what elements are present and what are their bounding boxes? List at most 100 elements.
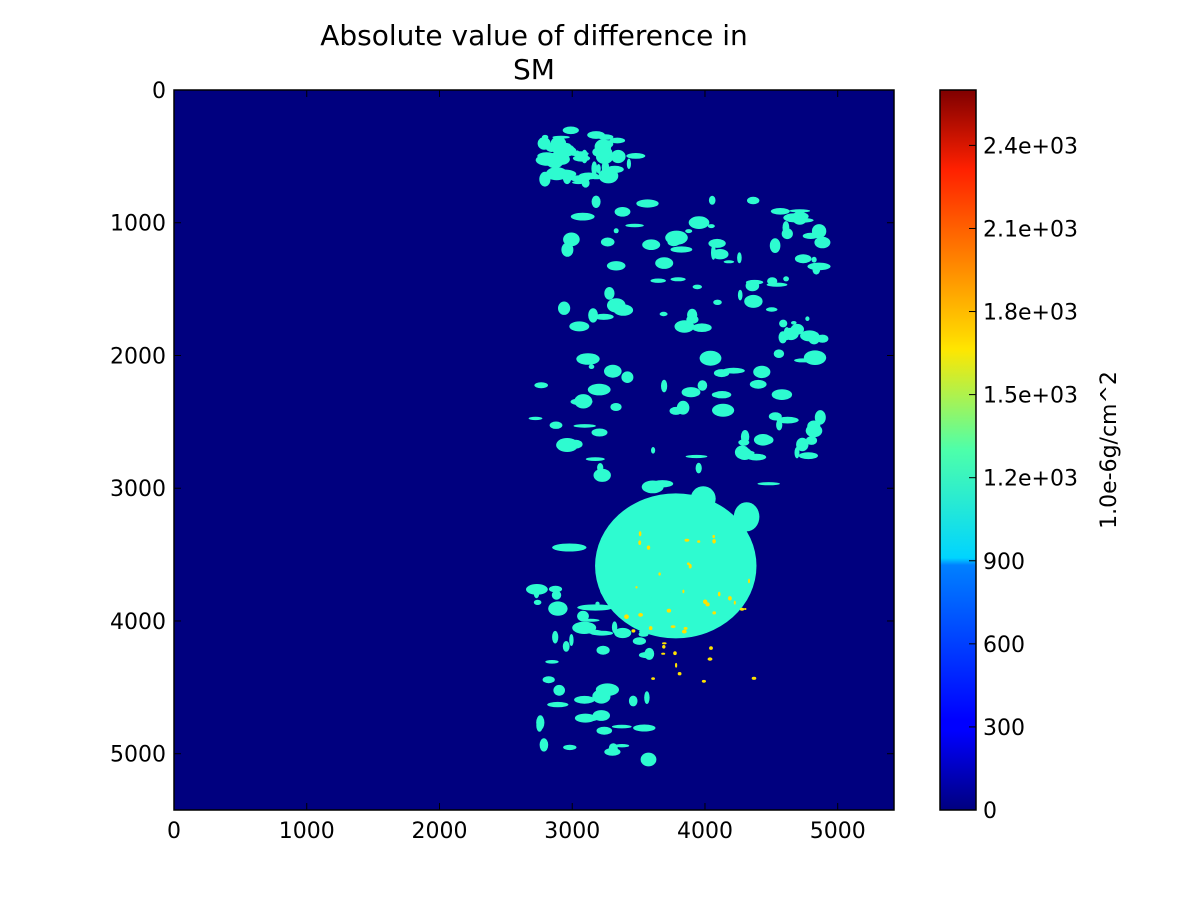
region-blob xyxy=(534,382,548,389)
region-blob xyxy=(562,126,579,135)
region-blob xyxy=(592,710,610,721)
region-blob xyxy=(577,604,614,611)
region-blob xyxy=(547,701,569,708)
region-blob xyxy=(771,389,793,400)
region-blob xyxy=(539,738,549,752)
region-blob xyxy=(661,379,668,393)
region-blob xyxy=(733,502,760,532)
region-blob xyxy=(711,245,716,260)
region-blob xyxy=(708,238,726,248)
region-blob xyxy=(548,585,563,593)
region-blob xyxy=(642,239,661,250)
region-blob xyxy=(770,208,790,215)
region-blob xyxy=(712,611,716,615)
region-blob xyxy=(805,424,823,438)
region-blob xyxy=(638,540,642,545)
region-blob xyxy=(567,147,577,155)
colorbar-label: 1.0e-6g/cm^2 xyxy=(1097,371,1122,529)
region-blob xyxy=(614,627,632,639)
region-blob xyxy=(674,320,695,333)
region-blob xyxy=(703,599,708,605)
region-blob xyxy=(776,416,799,424)
region-blob xyxy=(640,752,657,767)
x-tick-label: 3000 xyxy=(544,819,600,844)
region-north-band xyxy=(535,126,646,188)
region-blob xyxy=(578,718,597,722)
y-tick-label: 1000 xyxy=(110,212,166,237)
y-tick-label: 2000 xyxy=(110,344,166,369)
region-blob xyxy=(748,578,750,584)
region-blob xyxy=(681,387,701,398)
y-tick-label: 3000 xyxy=(110,477,166,502)
region-blob xyxy=(600,237,615,247)
region-blob xyxy=(578,172,599,180)
y-tick-label: 0 xyxy=(152,79,166,104)
region-blob xyxy=(685,229,693,234)
region-blob xyxy=(551,590,562,600)
colorbar-tick-label: 2.4e+03 xyxy=(983,134,1078,159)
region-blob xyxy=(621,371,634,384)
region-blob xyxy=(548,601,568,616)
region-blob xyxy=(593,468,611,482)
chart-title-line-1: Absolute value of difference in xyxy=(320,19,748,52)
region-blob xyxy=(563,744,577,751)
region-blob xyxy=(596,645,610,655)
region-blob xyxy=(655,257,674,269)
region-blob xyxy=(526,584,548,595)
region-blob xyxy=(552,630,559,644)
region-hot-spots xyxy=(624,531,757,683)
x-tick-label: 1000 xyxy=(279,819,335,844)
region-blob xyxy=(636,199,659,208)
x-tick-label: 4000 xyxy=(677,819,733,844)
region-southern-continent xyxy=(552,486,760,652)
x-tick-label: 2000 xyxy=(411,819,467,844)
region-blob xyxy=(599,148,611,161)
region-blob xyxy=(744,294,763,308)
region-blob xyxy=(661,652,666,655)
region-southern-patches xyxy=(526,584,657,767)
region-blob xyxy=(625,223,644,228)
region-blob xyxy=(637,593,653,605)
colorbar-tick-label: 900 xyxy=(983,550,1025,575)
region-blob xyxy=(574,394,593,409)
region-blob xyxy=(728,596,732,601)
region-blob xyxy=(587,383,611,396)
region-blob xyxy=(796,437,809,452)
region-blob xyxy=(604,364,622,378)
region-blob xyxy=(798,452,819,460)
region-blob xyxy=(644,647,655,660)
region-blob xyxy=(632,637,647,645)
region-blob xyxy=(790,217,814,223)
region-east-limb-arc xyxy=(765,208,831,460)
region-blob xyxy=(553,684,565,696)
region-blob xyxy=(695,462,702,474)
region-blob xyxy=(769,238,781,254)
region-blob xyxy=(670,277,686,282)
region-blob xyxy=(545,660,559,664)
region-blob xyxy=(638,631,649,637)
region-equatorial-band xyxy=(528,350,780,494)
region-blob xyxy=(776,419,783,431)
region-blob xyxy=(712,534,715,539)
region-blob xyxy=(542,676,555,684)
region-blob xyxy=(683,627,688,630)
region-blob xyxy=(611,724,632,729)
region-blob xyxy=(556,438,579,452)
region-blob xyxy=(676,400,690,415)
region-blob xyxy=(688,563,692,569)
region-blob xyxy=(712,539,716,544)
region-blob xyxy=(597,463,604,473)
colorbar-tick-label: 1.2e+03 xyxy=(983,467,1078,492)
region-blob xyxy=(590,630,614,636)
region-blob xyxy=(794,254,812,264)
y-tick-label: 5000 xyxy=(110,743,166,768)
region-blob xyxy=(595,683,620,696)
x-tick-label: 0 xyxy=(167,819,181,844)
y-axis: 0 1000 2000 3000 4000 5000 xyxy=(110,79,894,768)
region-blob xyxy=(765,307,778,312)
region-blob xyxy=(749,379,767,389)
region-blob xyxy=(655,580,661,601)
region-blob xyxy=(712,391,732,399)
region-blob xyxy=(670,246,693,253)
